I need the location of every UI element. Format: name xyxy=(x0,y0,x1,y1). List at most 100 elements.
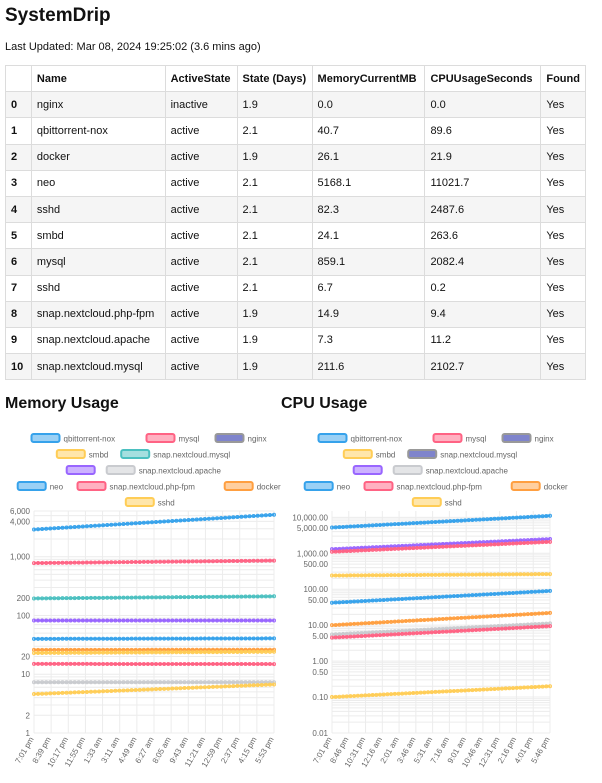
series-mysql xyxy=(32,558,276,566)
y-tick-label: 1,000 xyxy=(10,553,31,562)
cell-memory-mb: 24.1 xyxy=(311,222,426,250)
series-sshd xyxy=(330,684,552,700)
cell-name: docker xyxy=(30,143,166,171)
legend-label: mysql xyxy=(179,435,200,444)
column-header-state-days[interactable]: State (Days) xyxy=(236,64,313,93)
chart-legend: qbittorrent-nox mysql nginx smbd snap.nextcl… xyxy=(16,433,281,508)
legend-label: snap.nextcloud.mysql xyxy=(440,451,517,460)
cell-cpu-seconds: 9.4 xyxy=(424,300,542,328)
cell-active-state: active xyxy=(164,353,238,381)
series-line xyxy=(331,622,551,636)
cell-memory-mb: 14.9 xyxy=(311,300,426,328)
table-row: 3 neo active 2.1 5168.1 11021.7 Yes xyxy=(5,169,586,197)
cell-index: 6 xyxy=(5,248,32,276)
cell-found: Yes xyxy=(540,300,586,328)
cell-found: Yes xyxy=(540,91,586,119)
column-header-name[interactable]: Name xyxy=(30,64,166,93)
legend-swatch xyxy=(432,433,463,443)
series-line xyxy=(34,637,274,640)
table-row: 0 nginx inactive 1.9 0.0 0.0 Yes xyxy=(5,91,586,119)
legend-swatch xyxy=(30,433,61,443)
cell-active-state: active xyxy=(164,248,238,276)
y-tick-label: 5.00 xyxy=(312,632,328,641)
legend-label: snap.nextcloud.php-fpm xyxy=(110,483,196,492)
legend-label: smbd xyxy=(89,451,109,460)
cell-index: 10 xyxy=(5,353,32,381)
column-header-cpu-seconds[interactable]: CPUUsageSeconds xyxy=(424,64,542,93)
last-updated: Last Updated: Mar 08, 2024 19:25:02 (3.6… xyxy=(5,41,261,53)
table-row: 10 snap.nextcloud.mysql active 1.9 211.6 2102… xyxy=(5,353,586,381)
cell-name: sshd xyxy=(30,195,166,224)
cell-memory-mb: 859.1 xyxy=(311,248,426,276)
legend-label: snap.nextcloud.apache xyxy=(139,467,222,476)
cell-index: 9 xyxy=(5,326,32,355)
cell-state-days: 2.1 xyxy=(236,169,313,197)
column-header-found[interactable]: Found xyxy=(540,64,586,93)
legend-label: neo xyxy=(337,483,351,492)
legend-swatch xyxy=(407,449,438,459)
cell-index: 4 xyxy=(5,195,32,224)
cell-active-state: active xyxy=(164,169,238,197)
legend-label: neo xyxy=(50,483,64,492)
legend-label: mysql xyxy=(466,435,487,444)
series-snap.nextcloud.mysql xyxy=(32,594,276,601)
cell-active-state: active xyxy=(164,117,238,145)
y-tick-label: 100.00 xyxy=(304,585,329,594)
y-tick-label: 50.00 xyxy=(308,596,329,605)
legend-label: qbittorrent-nox xyxy=(64,435,116,444)
cell-state-days: 1.9 xyxy=(236,326,313,355)
chart-legend: qbittorrent-nox mysql nginx smbd snap.nextcl… xyxy=(303,433,568,508)
cell-cpu-seconds: 2102.7 xyxy=(424,353,542,381)
cell-name: neo xyxy=(30,169,166,197)
series-neo xyxy=(32,512,276,532)
series-line xyxy=(331,573,550,577)
legend-swatch xyxy=(342,449,373,459)
y-tick-label: 200 xyxy=(17,594,31,603)
series-unnamed xyxy=(330,537,552,552)
column-header-active-state[interactable]: ActiveState xyxy=(164,64,238,93)
cell-memory-mb: 0.0 xyxy=(311,91,426,119)
legend-label: snap.nextcloud.apache xyxy=(426,467,509,476)
y-tick-label: 100 xyxy=(17,611,31,620)
series-snap.nextcloud.php-fpm xyxy=(32,661,276,667)
cell-found: Yes xyxy=(540,248,586,276)
series-line xyxy=(331,540,551,553)
column-header-memory-mb[interactable]: MemoryCurrentMB xyxy=(311,64,426,93)
table-row: 5 smbd active 2.1 24.1 263.6 Yes xyxy=(5,222,586,250)
cell-name: snap.nextcloud.apache xyxy=(30,326,166,355)
cell-cpu-seconds: 11.2 xyxy=(424,326,542,355)
cell-found: Yes xyxy=(540,195,586,224)
column-header-index[interactable] xyxy=(5,64,32,93)
series-line xyxy=(331,625,551,639)
table-row: 4 sshd active 2.1 82.3 2487.6 Yes xyxy=(5,195,586,224)
legend-swatch xyxy=(352,465,383,475)
cell-active-state: inactive xyxy=(164,91,238,119)
legend-swatch xyxy=(501,433,532,443)
cell-index: 1 xyxy=(5,117,32,145)
cell-state-days: 2.1 xyxy=(236,248,313,276)
cell-found: Yes xyxy=(540,353,586,381)
cell-memory-mb: 7.3 xyxy=(311,326,426,355)
cell-cpu-seconds: 2487.6 xyxy=(424,195,542,224)
cell-name: qbittorrent-nox xyxy=(30,117,166,145)
y-tick-label: 20 xyxy=(21,653,30,662)
legend-label: smbd xyxy=(376,451,396,460)
cell-cpu-seconds: 21.9 xyxy=(424,143,542,171)
table-header-row: Name ActiveState State (Days) MemoryCurrent… xyxy=(5,64,586,93)
series-line xyxy=(33,683,275,696)
y-tick-label: 10,000.00 xyxy=(292,513,328,522)
table-row: 1 qbittorrent-nox active 2.1 40.7 89.6 Yes xyxy=(5,117,586,145)
legend-swatch xyxy=(411,497,442,507)
y-tick-label: 10 xyxy=(21,670,30,679)
cell-active-state: active xyxy=(164,195,238,224)
y-tick-label: 0.50 xyxy=(312,668,328,677)
cell-cpu-seconds: 263.6 xyxy=(424,222,542,250)
legend-swatch xyxy=(317,433,348,443)
cell-cpu-seconds: 89.6 xyxy=(424,117,542,145)
cell-memory-mb: 40.7 xyxy=(311,117,426,145)
legend-label: sshd xyxy=(445,499,462,508)
y-tick-label: 1,000.00 xyxy=(297,549,329,558)
legend-label: nginx xyxy=(535,435,554,444)
cell-name: snap.nextcloud.php-fpm xyxy=(30,300,166,328)
legend-swatch xyxy=(510,481,541,491)
